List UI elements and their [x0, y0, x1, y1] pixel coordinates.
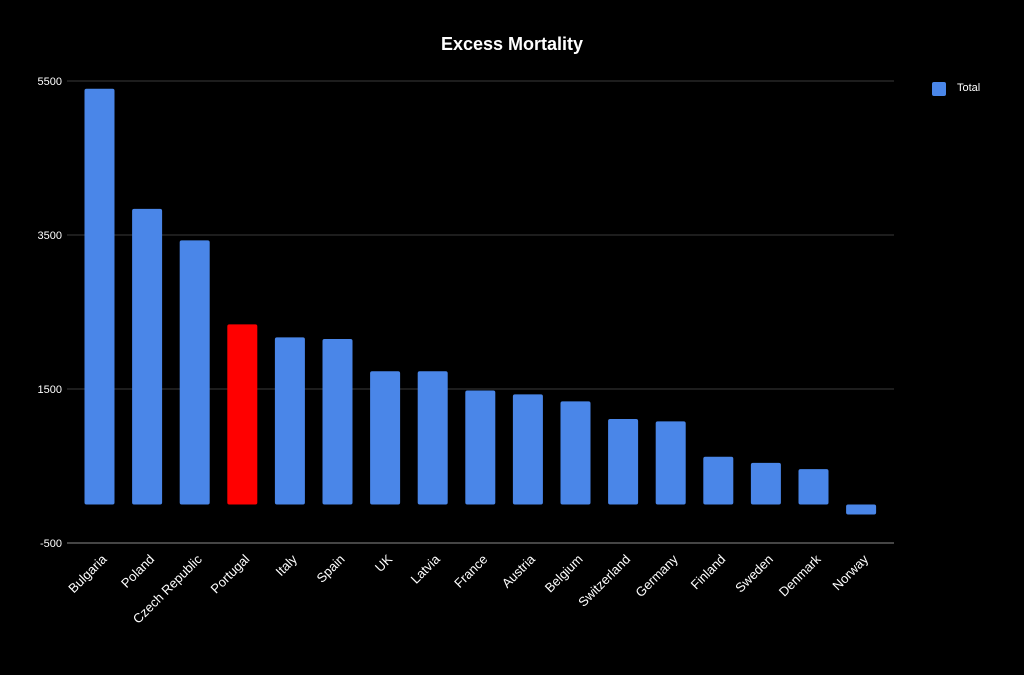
x-tick-label: Portugal — [208, 551, 253, 596]
bar-denmark — [798, 469, 829, 505]
chart-title: Excess Mortality — [441, 34, 583, 54]
bars — [84, 88, 877, 515]
bar-poland — [132, 208, 163, 505]
bar-spain — [322, 338, 353, 505]
bar-bulgaria — [84, 88, 115, 505]
bar-germany — [655, 421, 686, 505]
y-tick-label: -500 — [40, 538, 62, 550]
x-tick-label: Denmark — [776, 551, 824, 599]
bar-czech-republic — [179, 240, 210, 505]
y-tick-label: 3500 — [38, 230, 62, 242]
x-tick-label: Spain — [314, 552, 348, 586]
x-tick-label: Germany — [632, 551, 681, 600]
x-tick-label: Bulgaria — [65, 551, 110, 596]
bar-portugal — [227, 324, 258, 505]
x-tick-label: France — [451, 552, 490, 591]
x-tick-label: Finland — [688, 552, 729, 593]
y-axis-ticks: -500 1500 3500 5500 — [38, 76, 62, 550]
bar-uk — [370, 371, 401, 505]
y-tick-label: 5500 — [38, 76, 62, 88]
y-tick-label: 1500 — [38, 384, 62, 396]
x-tick-label: Poland — [118, 552, 157, 591]
x-tick-label: Latvia — [408, 551, 444, 587]
bar-norway — [846, 504, 877, 515]
x-tick-label: Norway — [829, 551, 871, 593]
bar-finland — [703, 456, 734, 505]
legend-swatch-total — [932, 82, 946, 96]
legend: Total — [932, 82, 980, 96]
x-tick-label: Belgium — [542, 552, 586, 596]
bar-latvia — [417, 371, 448, 505]
bar-france — [465, 390, 496, 505]
bar-belgium — [560, 401, 591, 505]
x-tick-label: Austria — [499, 551, 539, 591]
legend-label-total: Total — [957, 82, 980, 94]
bar-austria — [512, 394, 543, 505]
bar-italy — [274, 337, 305, 505]
x-tick-label: Switzerland — [575, 552, 633, 610]
x-tick-label: Sweden — [732, 552, 776, 596]
x-tick-label: UK — [372, 551, 396, 575]
bar-switzerland — [608, 419, 639, 505]
x-tick-label: Italy — [273, 551, 301, 579]
bar-sweden — [750, 462, 781, 505]
